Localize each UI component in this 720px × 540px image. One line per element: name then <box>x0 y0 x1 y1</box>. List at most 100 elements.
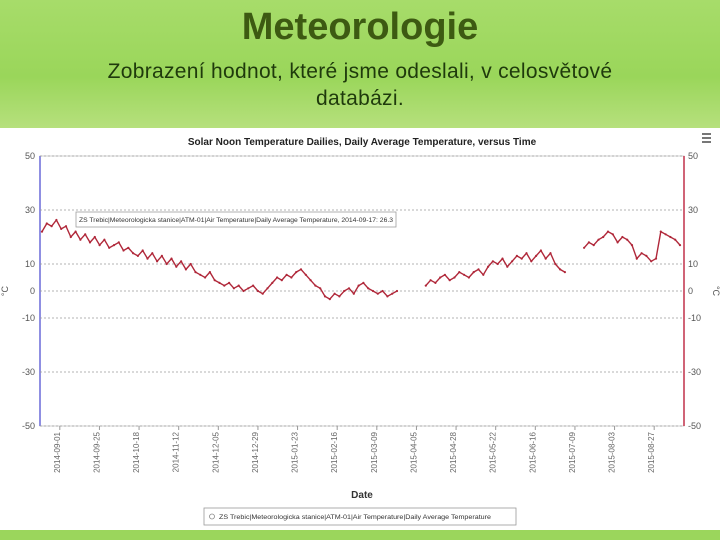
series-point[interactable] <box>501 257 504 260</box>
series-point[interactable] <box>424 284 427 287</box>
series-point[interactable] <box>40 230 44 233</box>
series-point[interactable] <box>276 276 279 279</box>
series-point[interactable] <box>510 260 514 263</box>
series-point[interactable] <box>664 233 667 236</box>
series-point[interactable] <box>204 276 207 279</box>
series-point[interactable] <box>554 262 557 266</box>
series-point[interactable] <box>645 254 648 257</box>
series-point[interactable] <box>544 257 547 260</box>
series-point[interactable] <box>194 271 197 274</box>
series-point[interactable] <box>611 233 614 236</box>
series-point[interactable] <box>247 287 250 290</box>
series-point[interactable] <box>602 235 605 239</box>
series-point[interactable] <box>98 244 101 247</box>
series-point[interactable] <box>482 273 485 276</box>
series-point[interactable] <box>132 252 135 255</box>
series-point[interactable] <box>467 276 470 279</box>
series-point[interactable] <box>487 265 490 268</box>
series-point[interactable] <box>328 298 331 301</box>
series-point[interactable] <box>659 230 662 233</box>
series-point[interactable] <box>606 230 610 233</box>
series-point[interactable] <box>64 225 68 228</box>
series-point[interactable] <box>299 268 303 271</box>
series-point[interactable] <box>170 257 173 260</box>
series-point[interactable] <box>232 287 235 290</box>
series-point[interactable] <box>280 279 283 282</box>
series-point[interactable] <box>583 246 586 249</box>
series-point[interactable] <box>616 241 619 244</box>
series-point[interactable] <box>160 254 163 257</box>
series-point[interactable] <box>338 295 341 298</box>
series-point[interactable] <box>146 257 149 260</box>
series-point[interactable] <box>525 252 528 255</box>
series-point[interactable] <box>592 244 595 247</box>
series-point[interactable] <box>309 279 312 282</box>
series-point[interactable] <box>674 238 677 241</box>
series-point[interactable] <box>669 235 672 239</box>
series-point[interactable] <box>535 254 538 257</box>
series-point[interactable] <box>678 244 682 247</box>
series-point[interactable] <box>218 281 221 284</box>
series-point[interactable] <box>223 284 226 287</box>
series-point[interactable] <box>156 260 159 263</box>
series-point[interactable] <box>252 284 255 287</box>
series-point[interactable] <box>386 295 389 298</box>
series-point[interactable] <box>563 271 567 274</box>
series-point[interactable] <box>453 276 456 279</box>
legend-marker-icon[interactable] <box>209 513 215 520</box>
series-point[interactable] <box>477 268 480 271</box>
series-point[interactable] <box>654 257 658 260</box>
series-point[interactable] <box>271 281 274 284</box>
series-point[interactable] <box>79 238 82 241</box>
series-point[interactable] <box>184 268 187 271</box>
series-point[interactable] <box>127 246 130 249</box>
series-point[interactable] <box>237 284 240 287</box>
series-point[interactable] <box>242 289 245 293</box>
series-point[interactable] <box>108 246 111 249</box>
series-point[interactable] <box>199 273 202 276</box>
series-point[interactable] <box>304 273 307 276</box>
series-point[interactable] <box>371 289 375 293</box>
series-point[interactable] <box>381 289 384 293</box>
series-point[interactable] <box>448 279 451 282</box>
series-point[interactable] <box>151 252 154 255</box>
series-point[interactable] <box>136 254 139 257</box>
series-point[interactable] <box>165 262 168 266</box>
series-point[interactable] <box>491 260 494 263</box>
series-point[interactable] <box>141 249 144 252</box>
series-point[interactable] <box>472 271 475 274</box>
series-point[interactable] <box>367 287 370 290</box>
hamburger-menu-icon[interactable] <box>702 137 711 139</box>
series-point[interactable] <box>630 244 634 247</box>
series-point[interactable] <box>640 252 643 255</box>
series-point[interactable] <box>213 279 216 282</box>
series-point[interactable] <box>266 287 269 290</box>
series-point[interactable] <box>463 273 466 276</box>
series-point[interactable] <box>117 241 120 244</box>
series-point[interactable] <box>539 249 543 252</box>
series-point[interactable] <box>323 295 327 298</box>
series-point[interactable] <box>285 273 288 276</box>
series-point[interactable] <box>357 284 360 287</box>
series-point[interactable] <box>434 281 437 284</box>
hamburger-menu-icon[interactable] <box>702 141 711 143</box>
series-point[interactable] <box>295 271 298 274</box>
series-point[interactable] <box>506 265 509 268</box>
series-point[interactable] <box>333 292 336 295</box>
series-point[interactable] <box>515 254 519 257</box>
series-point[interactable] <box>60 227 63 230</box>
series-point[interactable] <box>391 292 394 295</box>
series-point[interactable] <box>530 260 533 263</box>
series-point[interactable] <box>175 265 178 268</box>
series-point[interactable] <box>376 292 379 295</box>
series-point[interactable] <box>88 241 92 244</box>
series-point[interactable] <box>343 289 346 293</box>
series-point[interactable] <box>549 252 552 255</box>
series-point[interactable] <box>256 289 259 293</box>
series-point[interactable] <box>45 222 48 225</box>
series-point[interactable] <box>189 262 192 266</box>
series-point[interactable] <box>290 276 293 279</box>
series-point[interactable] <box>429 279 432 282</box>
series-point[interactable] <box>112 244 116 247</box>
series-point[interactable] <box>352 292 355 295</box>
